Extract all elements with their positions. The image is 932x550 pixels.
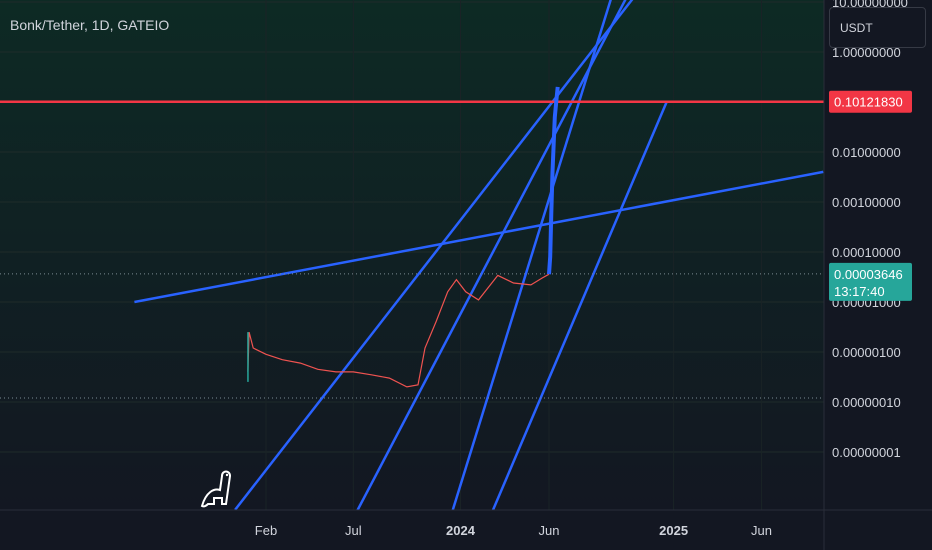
horizontal-line-price-label: 0.10121830 xyxy=(834,95,903,110)
x-tick-label: 2024 xyxy=(446,523,476,538)
tradingview-logo-icon xyxy=(200,470,232,508)
currency-label: USDT xyxy=(840,20,873,35)
trendline[interactable] xyxy=(451,0,629,517)
x-tick-label: Feb xyxy=(255,523,277,538)
x-tick-label: Jul xyxy=(345,523,362,538)
y-tick-label: 0.00010000 xyxy=(832,245,901,260)
plot-layer xyxy=(0,0,824,525)
horizontal-line-badge xyxy=(829,90,912,113)
y-tick-label: 0.01000000 xyxy=(832,145,901,160)
x-tick-label: Jun xyxy=(751,523,772,538)
currency-button[interactable]: USDT xyxy=(829,7,926,48)
chart-title: Bonk/Tether, 1D, GATEIO xyxy=(10,17,170,33)
y-tick-label: 10.00000000 xyxy=(832,0,908,10)
x-axis[interactable]: Feb Jul 2024 Jun 2025 Jun xyxy=(255,523,772,538)
trendline[interactable] xyxy=(134,170,824,304)
price-line-projection xyxy=(547,86,560,275)
price-series xyxy=(247,86,560,388)
y-tick-label: 0.00100000 xyxy=(832,195,901,210)
candle-countdown-label: 13:17:40 xyxy=(834,284,885,299)
last-price-label: 0.00003646 xyxy=(834,267,903,282)
last-price-badge xyxy=(829,262,912,301)
price-line xyxy=(247,273,550,388)
y-tick-label: 0.00000001 xyxy=(832,445,901,460)
y-tick-label: 0.00000100 xyxy=(832,345,901,360)
y-tick-label: 0.00000010 xyxy=(832,395,901,410)
trendline[interactable] xyxy=(350,0,655,525)
x-tick-label: Jun xyxy=(539,523,560,538)
plot-area[interactable] xyxy=(0,0,824,510)
trendlines xyxy=(134,0,824,525)
trendline[interactable] xyxy=(487,101,668,525)
price-badges: 0.10121830 0.00003646 13:17:40 xyxy=(829,90,912,301)
x-tick-label: 2025 xyxy=(659,523,688,538)
y-tick-label: 1.00000000 xyxy=(832,45,901,60)
horizontal-line-group xyxy=(0,100,824,399)
trendline[interactable] xyxy=(234,0,676,510)
